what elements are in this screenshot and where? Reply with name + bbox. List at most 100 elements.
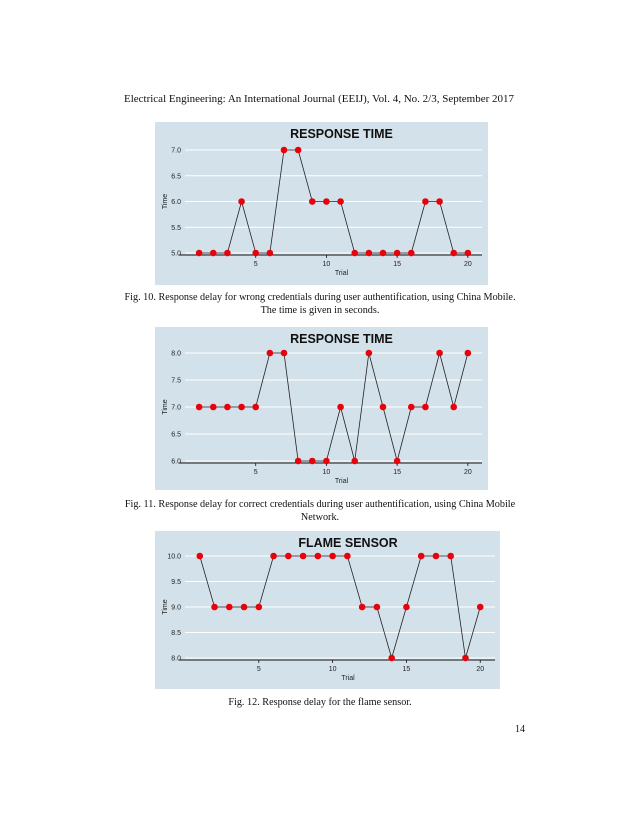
- data-point: [209, 249, 217, 257]
- data-point: [365, 349, 373, 357]
- chart-title: RESPONSE TIME: [290, 332, 393, 346]
- data-point: [407, 249, 415, 257]
- data-point: [450, 403, 458, 411]
- data-point: [308, 457, 316, 465]
- x-tick-label: 5: [254, 261, 258, 268]
- data-point: [323, 198, 330, 205]
- y-tick-label: 6.0: [171, 199, 181, 206]
- data-point: [299, 552, 307, 560]
- y-tick-label: 9.0: [171, 605, 181, 612]
- chart-response-time-correct: 6.0 6.5 7.0 7.5 8.0 5 10 15 20 RESPONSE TIME Trial…: [155, 327, 488, 490]
- y-tick-label: 7.0: [171, 405, 181, 412]
- data-point: [314, 552, 322, 560]
- data-point: [337, 403, 344, 411]
- data-point: [240, 603, 248, 611]
- x-axis-label: Trial: [335, 270, 349, 277]
- data-point: [224, 403, 231, 411]
- x-tick-label: 20: [464, 469, 472, 476]
- data-point: [403, 603, 410, 611]
- data-point: [280, 146, 288, 154]
- data-point: [196, 552, 204, 560]
- figure-10-caption: Fig. 10. Response delay for wrong creden…: [124, 292, 516, 316]
- data-point: [344, 552, 351, 560]
- y-tick-label: 8.5: [171, 630, 181, 637]
- data-point: [285, 552, 292, 560]
- data-point: [365, 249, 373, 257]
- data-point: [224, 249, 231, 257]
- data-point: [195, 249, 203, 257]
- data-point: [432, 552, 440, 560]
- plot-panel: [155, 531, 500, 689]
- data-point: [393, 249, 401, 257]
- data-point: [225, 603, 233, 611]
- data-point: [373, 603, 381, 611]
- data-point: [436, 349, 443, 357]
- x-tick-label: 10: [323, 261, 331, 268]
- data-point: [238, 198, 245, 205]
- data-point: [388, 654, 395, 662]
- x-tick-label: 20: [476, 666, 484, 673]
- series-line: [199, 149, 468, 254]
- data-point: [252, 403, 260, 411]
- x-tick-label: 5: [257, 666, 261, 673]
- data-point: [337, 198, 344, 205]
- x-tick-label: 20: [464, 261, 472, 268]
- data-point: [447, 552, 455, 560]
- data-point: [358, 603, 366, 611]
- x-tick-label: 15: [393, 469, 401, 476]
- page-number: 14: [515, 724, 525, 735]
- data-point: [209, 403, 217, 411]
- journal-header: Electrical Engineering: An International…: [123, 93, 514, 105]
- data-point: [422, 198, 429, 205]
- y-axis-label: Time: [162, 399, 169, 414]
- data-point: [417, 552, 425, 560]
- data-point: [450, 249, 458, 257]
- y-tick-label: 5.5: [171, 225, 181, 232]
- data-point: [238, 403, 245, 411]
- data-point: [379, 403, 387, 411]
- data-point: [351, 457, 359, 465]
- plot-panel: [155, 122, 488, 285]
- data-point: [308, 198, 316, 205]
- data-point: [323, 457, 330, 465]
- data-point: [379, 249, 387, 257]
- data-point: [270, 552, 277, 560]
- data-point: [351, 249, 359, 257]
- y-tick-label: 8.0: [171, 656, 181, 663]
- data-point: [211, 603, 218, 611]
- data-point: [294, 457, 302, 465]
- y-tick-label: 6.5: [171, 173, 181, 180]
- chart-title: FLAME SENSOR: [298, 536, 397, 550]
- data-point: [464, 249, 472, 257]
- data-point: [255, 603, 263, 611]
- chart-title: RESPONSE TIME: [290, 127, 393, 141]
- data-point: [462, 654, 469, 662]
- data-point: [464, 349, 472, 357]
- y-tick-label: 5.0: [171, 251, 181, 258]
- data-point: [294, 146, 302, 154]
- data-point: [195, 403, 203, 411]
- data-point: [266, 349, 274, 357]
- data-point: [476, 603, 484, 611]
- x-tick-label: 5: [254, 469, 258, 476]
- y-tick-label: 6.0: [171, 459, 181, 466]
- figure-11-caption: Fig. 11. Response delay for correct cred…: [124, 499, 516, 523]
- y-tick-label: 6.5: [171, 432, 181, 439]
- figure-12-caption: Fig. 12. Response delay for the flame se…: [228, 697, 412, 708]
- data-point: [252, 249, 260, 257]
- data-point: [329, 552, 336, 560]
- data-point: [393, 457, 401, 465]
- x-axis-label: Trial: [341, 675, 355, 682]
- data-point: [422, 403, 429, 411]
- chart-response-time-wrong: 5.0 5.5 6.0 6.5 7.0 5 10 15 20 RESPONSE TIME Trial…: [155, 122, 488, 285]
- y-tick-label: 8.0: [171, 351, 181, 358]
- data-point: [280, 349, 288, 357]
- y-tick-label: 9.5: [171, 579, 181, 586]
- x-tick-label: 15: [393, 261, 401, 268]
- x-tick-label: 10: [323, 469, 331, 476]
- x-tick-label: 15: [403, 666, 411, 673]
- data-point: [436, 198, 443, 205]
- y-axis-label: Time: [162, 194, 169, 209]
- x-tick-label: 10: [329, 666, 337, 673]
- data-point: [407, 403, 415, 411]
